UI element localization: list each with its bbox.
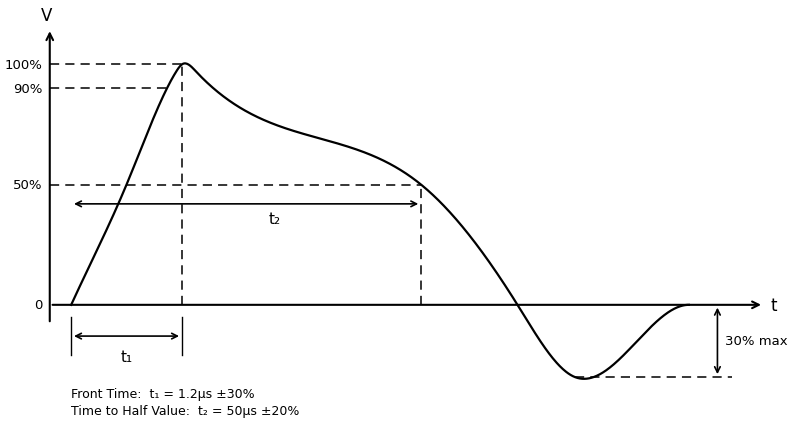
Text: t₁: t₁ (121, 349, 133, 365)
Text: 0: 0 (34, 299, 42, 312)
Text: 30% max: 30% max (725, 335, 787, 348)
Text: 90%: 90% (14, 83, 42, 96)
Text: t₂: t₂ (269, 212, 281, 227)
Text: t: t (771, 296, 778, 314)
Text: V: V (41, 7, 52, 24)
Text: 100%: 100% (5, 59, 42, 72)
Text: Front Time:  t₁ = 1.2µs ±30%: Front Time: t₁ = 1.2µs ±30% (71, 388, 255, 400)
Text: 50%: 50% (13, 179, 42, 192)
Text: Time to Half Value:  t₂ = 50µs ±20%: Time to Half Value: t₂ = 50µs ±20% (71, 404, 299, 417)
